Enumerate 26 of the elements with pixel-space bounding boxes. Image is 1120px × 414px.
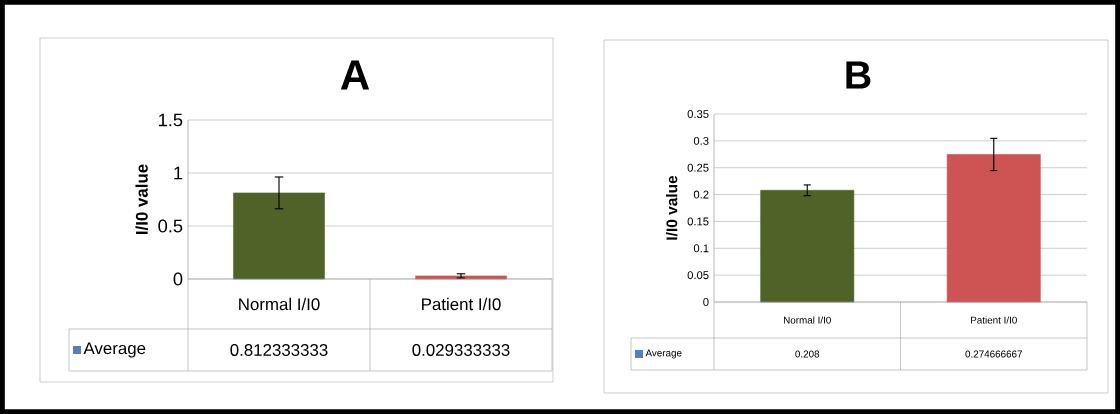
y-tick-label: 0.15: [687, 217, 709, 226]
data-label: 0.208: [795, 350, 820, 358]
y-tick-label: 0.05: [687, 271, 709, 280]
data-label: 0.029333333: [412, 344, 510, 356]
y-tick-label: 0.35: [687, 110, 709, 118]
y-tick-label: 0.1: [693, 244, 709, 253]
y-tick-label: 0: [173, 272, 183, 286]
chart-title: A: [340, 60, 370, 90]
x-tick-label: Patient I/I0: [422, 297, 501, 311]
y-tick-label: 0.2: [693, 190, 709, 199]
y-axis-title: I/I0 value: [665, 175, 678, 240]
y-tick-label: 1: [174, 166, 183, 180]
y-tick-label: 0.3: [693, 136, 709, 145]
y-tick-label: 0.5: [158, 219, 183, 233]
x-tick-label: Normal I/I0: [239, 297, 320, 311]
y-axis-title: I/I0 value: [135, 164, 148, 235]
x-tick-label: Normal I/I0: [784, 316, 831, 324]
text: Average: [83, 342, 146, 358]
y-tick-label: 0: [703, 298, 709, 306]
data-label: 0.812333333: [230, 344, 328, 356]
y-tick-label: 0.25: [687, 163, 709, 172]
chart-title: B: [846, 61, 871, 89]
data-label: 0.274666667: [965, 350, 1022, 358]
y-tick-label: 1.5: [159, 113, 183, 127]
text: Average: [645, 349, 682, 359]
x-tick-label: Patient I/I0: [971, 316, 1017, 324]
